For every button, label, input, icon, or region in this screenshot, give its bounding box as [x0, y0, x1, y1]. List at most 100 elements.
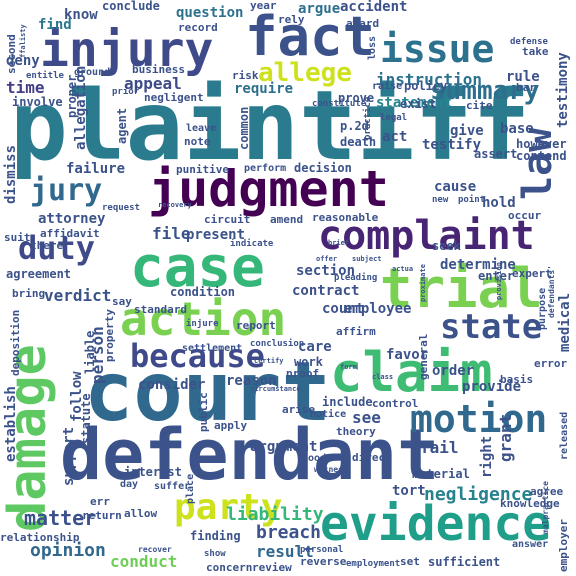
- word-question: question: [176, 5, 244, 21]
- word-employment: employment: [346, 559, 401, 569]
- word-knowledge: knowledge: [500, 497, 560, 510]
- word-personal: personal: [300, 545, 344, 555]
- word-rely: rely: [278, 13, 305, 26]
- word-give: give: [450, 123, 484, 139]
- word-complaint: complaint: [318, 213, 535, 259]
- word-file: file: [152, 224, 191, 243]
- word-hold: hold: [482, 195, 516, 211]
- word-right: right: [479, 435, 495, 478]
- word-employer: employer: [557, 519, 570, 572]
- word-medical: medical: [557, 292, 573, 352]
- word-witness: witness: [314, 465, 348, 474]
- word-bar: bar: [516, 81, 536, 94]
- word-jury: jury: [30, 173, 103, 208]
- word-find: find: [38, 17, 72, 33]
- word-notice: notice: [310, 409, 347, 420]
- word-instruction: instruction: [376, 70, 482, 89]
- word-negligent: negligent: [144, 91, 204, 104]
- word-day: day: [120, 479, 139, 490]
- word-report: report: [236, 319, 276, 332]
- word-material: material: [412, 467, 470, 481]
- word-conduct: conduct: [110, 552, 178, 571]
- word-however: however: [516, 137, 567, 151]
- word-provide: provide: [462, 379, 522, 395]
- word-matter: matter: [24, 506, 97, 530]
- word-risk: risk: [232, 69, 259, 82]
- word-favor: favor: [386, 347, 429, 363]
- word-offer: offer: [316, 255, 338, 263]
- word-agreement: agreement: [6, 267, 72, 281]
- word-provision: provision: [495, 262, 503, 300]
- word-take: take: [522, 45, 549, 58]
- word-action: action: [120, 292, 287, 346]
- word-property: property: [103, 309, 116, 362]
- word-return: return: [82, 509, 122, 522]
- word-note: note: [184, 135, 211, 148]
- word-issue: issue: [380, 27, 495, 71]
- word-include: include: [322, 395, 373, 409]
- word-attorney: attorney: [38, 211, 106, 227]
- word-circuit: circuit: [204, 213, 251, 226]
- word-error: error: [534, 357, 568, 370]
- word-proof: proof: [286, 367, 320, 380]
- word-contend: contend: [516, 149, 567, 163]
- word-statute: statute: [79, 393, 93, 444]
- word-affidavit: affidavit: [40, 227, 100, 240]
- word-reasonable: reasonable: [312, 211, 379, 224]
- word-second: second: [5, 34, 18, 74]
- word-suit: suit: [4, 231, 31, 244]
- word-judgment: judgment: [148, 160, 389, 218]
- word-base: base: [500, 121, 534, 137]
- word-punitive: punitive: [176, 163, 229, 176]
- word-loss: loss: [367, 35, 378, 60]
- word-there: there: [30, 239, 64, 252]
- word-request: request: [102, 203, 140, 213]
- word-leave: leave: [186, 123, 217, 134]
- word-fact: fact: [245, 5, 376, 68]
- word-expert: expert: [512, 267, 552, 280]
- word-bring: bring: [12, 287, 46, 300]
- word-new: new: [432, 195, 449, 205]
- word-business: business: [132, 63, 185, 76]
- word-order: order: [432, 363, 475, 379]
- word-interest: interest: [124, 465, 182, 479]
- word-duty: duty: [18, 229, 96, 267]
- word-ffalisty: ffalisty: [19, 24, 27, 58]
- word-standard: standard: [134, 303, 187, 316]
- word-recover: recover: [138, 545, 172, 554]
- word-perform: perform: [244, 163, 287, 174]
- word-argue: argue: [298, 1, 341, 17]
- word-court: court: [84, 345, 331, 440]
- word-amend: amend: [270, 213, 304, 226]
- word-deposition: deposition: [9, 309, 22, 376]
- word-allege: allege: [258, 58, 352, 88]
- word-death: death: [340, 135, 377, 149]
- word-employee: employee: [344, 301, 412, 317]
- word-form: form: [340, 363, 357, 371]
- word-fail: fail: [420, 438, 459, 457]
- word-trial: trial: [380, 257, 543, 320]
- word-dismiss: dismiss: [3, 144, 19, 204]
- word-practice: practice: [363, 96, 373, 140]
- word-injure: injure: [186, 319, 219, 329]
- word-state: state: [440, 307, 543, 347]
- word-apply: apply: [214, 419, 248, 432]
- word-support: support: [61, 426, 77, 486]
- word-set: set: [400, 555, 420, 568]
- word-agree: agree: [530, 485, 564, 498]
- word-consider: consider: [138, 377, 206, 393]
- word-breach: breach: [256, 522, 322, 543]
- word-occur: occur: [508, 209, 542, 222]
- word-p-2d: p.2d: [340, 119, 369, 133]
- word-statement: statement: [376, 95, 452, 111]
- word-circumstance: circumstance: [250, 385, 301, 393]
- word-act: act: [382, 129, 408, 145]
- word-record: record: [178, 21, 218, 34]
- word-general: general: [417, 333, 430, 380]
- word-present: present: [186, 227, 246, 243]
- word-contract: contract: [292, 283, 360, 299]
- word-raise: raise: [372, 81, 403, 92]
- word-establish: establish: [3, 386, 19, 462]
- word-exist: exist: [400, 97, 437, 111]
- word-affirm: affirm: [336, 325, 376, 338]
